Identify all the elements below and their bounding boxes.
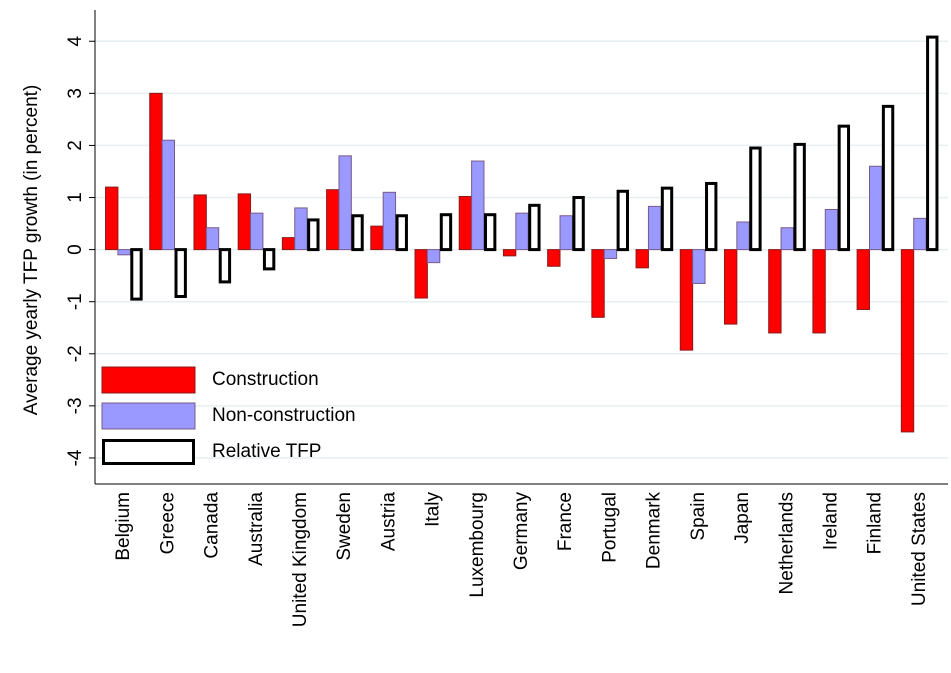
bar [900, 249, 915, 433]
bar [824, 208, 839, 251]
bar [926, 35, 939, 252]
bar [149, 92, 163, 251]
bar [692, 249, 706, 284]
bar [370, 225, 384, 251]
x-tick-label: Denmark [644, 492, 665, 570]
bar [515, 212, 529, 251]
x-tick-label: United Kingdom [290, 492, 311, 627]
x-tick-label: Belgium [113, 492, 134, 561]
legend-swatch [101, 366, 196, 394]
y-axis-label: Average yearly TFP growth (in percent) [21, 85, 42, 416]
bar [660, 186, 674, 252]
bar [193, 194, 207, 251]
bar [326, 189, 340, 251]
x-tick-label: Austria [378, 492, 399, 552]
x-tick-label: Germany [511, 492, 532, 571]
x-tick-label: Japan [732, 492, 753, 544]
bar [635, 249, 649, 269]
bar [812, 249, 826, 334]
x-tick-label: France [555, 492, 576, 551]
y-tick-label: -1 [65, 293, 86, 310]
bar [679, 249, 694, 351]
legend-label: Construction [212, 369, 319, 390]
y-tick-label: -3 [65, 397, 86, 414]
bar [616, 189, 629, 252]
bar [307, 218, 320, 252]
bar [591, 249, 605, 318]
y-tick-label: 3 [65, 88, 86, 99]
bar [502, 249, 517, 257]
bar [117, 249, 131, 256]
bar [205, 227, 220, 251]
bar [913, 217, 927, 251]
bar [105, 186, 119, 251]
bar [414, 249, 428, 299]
x-tick-label: Australia [246, 492, 267, 566]
bar [130, 248, 143, 301]
y-tick-label: 1 [65, 192, 86, 203]
bar [780, 227, 794, 251]
bar [793, 142, 806, 252]
legend-label: Relative TFP [212, 441, 321, 462]
bar [250, 212, 264, 251]
bar [559, 215, 573, 251]
x-tick-label: United States [909, 492, 930, 606]
bar [262, 248, 276, 271]
bar [218, 248, 232, 284]
bar [647, 205, 662, 251]
bar [338, 155, 352, 251]
x-tick-label: Sweden [334, 492, 355, 561]
bar [603, 249, 618, 259]
legend-swatch [101, 402, 196, 430]
x-tick-label: Portugal [599, 492, 620, 563]
y-tick-label: -4 [65, 449, 86, 466]
bar [528, 203, 541, 252]
y-tick-label: 2 [65, 140, 86, 151]
bar [483, 213, 497, 252]
bar [281, 237, 296, 251]
x-tick-label: Italy [423, 492, 444, 527]
x-tick-label: Finland [865, 492, 886, 554]
x-tick-label: Canada [202, 492, 223, 559]
bar [856, 249, 870, 311]
x-tick-label: Netherlands [776, 492, 797, 594]
x-tick-label: Luxembourg [467, 492, 488, 598]
bar [705, 181, 718, 252]
legend-label: Non-construction [212, 405, 356, 426]
y-tick-label: 4 [65, 36, 86, 47]
bar [382, 191, 397, 251]
bar [749, 146, 762, 252]
bar [294, 207, 308, 251]
bar [572, 196, 585, 252]
bar [547, 249, 561, 267]
x-tick-label: Spain [688, 492, 709, 541]
x-tick-label: Greece [157, 492, 178, 554]
bar [439, 213, 453, 252]
bar [868, 165, 883, 251]
y-tick-label: -2 [65, 345, 86, 362]
y-tick-label: 0 [65, 244, 86, 255]
bar [723, 249, 738, 325]
bar [237, 193, 252, 251]
bar [837, 124, 851, 252]
bar [471, 160, 485, 251]
bar [736, 221, 750, 251]
bar [426, 249, 441, 264]
bar [458, 195, 473, 251]
bar [395, 214, 408, 252]
x-tick-label: Ireland [820, 492, 841, 550]
bar [161, 139, 176, 251]
bar [881, 104, 895, 252]
bar [768, 249, 782, 334]
bar [174, 248, 187, 298]
legend-swatch [102, 439, 195, 465]
bar [351, 214, 364, 252]
